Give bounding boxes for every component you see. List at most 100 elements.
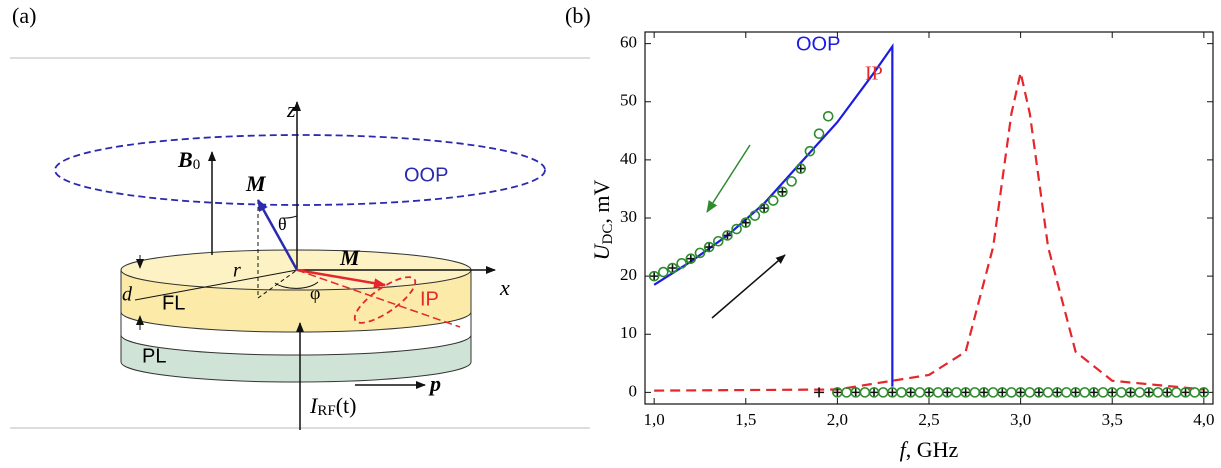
diagram: z x B0 M M θ φ r d OOP IP FL PL p IRF(t) <box>10 57 590 430</box>
radius-line <box>134 269 298 301</box>
data-point <box>731 223 742 235</box>
data-point <box>887 387 898 398</box>
data-point <box>951 387 962 398</box>
data-point <box>685 253 696 264</box>
data-point <box>667 262 678 274</box>
series-line <box>654 72 1204 392</box>
data-point <box>905 387 916 398</box>
y-tick-label: 0 <box>629 381 638 400</box>
data-point <box>997 387 1008 398</box>
b0-label: B0 <box>177 147 200 173</box>
data-point <box>759 203 770 214</box>
data-point <box>978 387 989 398</box>
annotation: IP <box>865 63 883 85</box>
data-point <box>1198 387 1210 398</box>
data-point <box>649 271 660 282</box>
chart: 0 10 20 30 40 50 60 1,0 1,5 2,0 2,5 3,0 3,5 4,0 f, GHz… <box>589 31 1214 462</box>
data-point <box>749 210 761 221</box>
data-point <box>722 230 733 241</box>
data-point <box>777 186 788 197</box>
sweep-arrow <box>711 254 786 319</box>
data-point <box>841 387 852 398</box>
data-point <box>932 387 944 398</box>
sweep-arrow <box>706 144 751 213</box>
data-point <box>1079 387 1091 398</box>
m-label: M <box>339 245 361 270</box>
pl-label: PL <box>142 345 166 367</box>
data-point <box>786 176 797 187</box>
data-point <box>1042 387 1054 398</box>
data-point <box>987 387 999 398</box>
phi-label: φ <box>310 283 320 303</box>
data-point <box>1006 387 1017 398</box>
data-point <box>1143 387 1154 398</box>
m-vector <box>256 199 299 271</box>
data-point <box>960 387 971 398</box>
data-point <box>703 241 715 253</box>
d-label: d <box>122 284 133 306</box>
data-point <box>722 230 733 241</box>
data-point <box>1097 387 1109 398</box>
data-point <box>1180 387 1191 398</box>
oop-label: OOP <box>404 164 448 186</box>
ip-label: IP <box>420 288 439 310</box>
data-point <box>648 270 660 282</box>
x-axis-label-part: f <box>900 437 909 462</box>
data-point <box>1134 387 1146 398</box>
r-label: r <box>233 260 241 282</box>
data-point <box>676 258 687 269</box>
x-tick-label: 1,0 <box>644 410 665 429</box>
x-axis-label-part: , GHz <box>906 437 959 462</box>
y-tick-label: 50 <box>620 91 637 110</box>
data-point <box>795 163 806 174</box>
y-axis-label-part: U <box>589 242 614 260</box>
y-tick-label: 40 <box>620 149 637 168</box>
x-tick-label: 2,0 <box>827 410 848 429</box>
oop-orbit <box>54 134 546 206</box>
x-tick-label: 1,5 <box>735 410 756 429</box>
data-point <box>685 253 697 264</box>
y-tick-label: 20 <box>620 265 637 284</box>
data-point <box>1033 387 1044 398</box>
data-point <box>896 387 907 398</box>
data-point <box>1061 387 1072 398</box>
data-point <box>822 110 834 122</box>
data-point <box>804 145 816 157</box>
plot-frame <box>644 31 1214 405</box>
annotation: OOP <box>796 33 840 55</box>
data-point <box>1171 387 1182 398</box>
data-point <box>795 163 807 174</box>
ip-orbit <box>353 276 417 324</box>
theta-arc <box>281 215 298 219</box>
m-label: M <box>245 171 267 196</box>
phi-arc <box>274 281 319 289</box>
data-point <box>1125 387 1136 398</box>
x-axis-label: f, GHz <box>900 437 959 462</box>
y-axis-label: UDC, mV <box>589 180 616 261</box>
data-point <box>712 235 724 247</box>
data-point <box>1116 387 1127 398</box>
data-point <box>942 387 953 398</box>
theta-label: θ <box>278 214 287 234</box>
data-point <box>740 217 751 228</box>
data-point <box>1107 387 1118 398</box>
data-point <box>667 262 678 273</box>
data-point <box>1052 387 1063 398</box>
data-point <box>694 247 706 259</box>
data-point <box>869 387 880 398</box>
data-point <box>740 217 752 228</box>
panel-label: (a) <box>12 3 36 28</box>
data-point <box>658 266 669 278</box>
fl-label: FL <box>162 292 185 314</box>
data-point <box>758 202 770 214</box>
p-label: p <box>428 371 441 396</box>
x-label: x <box>499 275 510 300</box>
z-label: z <box>286 97 296 122</box>
data-point <box>1152 387 1164 398</box>
data-point <box>814 387 825 398</box>
data-point <box>704 242 715 253</box>
data-point <box>850 387 861 398</box>
ip-line <box>296 269 461 328</box>
data-point <box>1070 387 1081 398</box>
